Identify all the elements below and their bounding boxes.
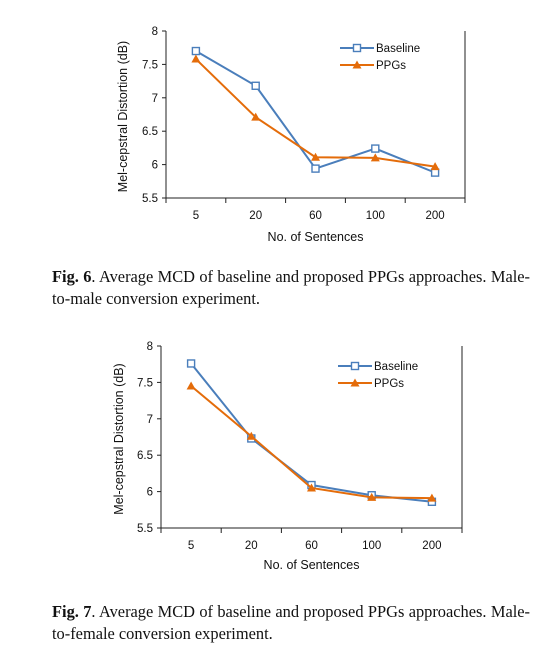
x-tick-label: 5 xyxy=(188,540,194,552)
legend: Baseline PPGs xyxy=(338,361,418,390)
legend-marker xyxy=(352,43,362,53)
data-point xyxy=(186,381,196,390)
legend-marker xyxy=(352,60,362,69)
y-tick-label: 8 xyxy=(152,26,158,38)
legend-label: Baseline xyxy=(374,361,418,373)
y-tick-label: 7.5 xyxy=(142,59,158,71)
chart-fig6: 8 7.5 7 6.5 6 5.5 5 20 60 100 200 No. of Sentences M… xyxy=(116,26,466,244)
legend-label: PPGs xyxy=(376,60,406,72)
data-point xyxy=(430,168,440,177)
series-ppgs xyxy=(186,381,437,502)
x-tick-label: 100 xyxy=(366,210,385,222)
caption-label: Fig. 6 xyxy=(52,267,92,286)
caption-text: . Average MCD of baseline and proposed P… xyxy=(52,602,530,643)
y-tick-label: 6 xyxy=(147,487,153,499)
data-point xyxy=(311,164,320,173)
legend-marker xyxy=(350,378,360,387)
y-tick-label: 7 xyxy=(147,414,153,426)
chart-fig7: 8 7.5 7 6.5 6 5.5 5 20 60 100 200 No. of Sentences M… xyxy=(112,341,463,572)
data-point xyxy=(307,483,316,492)
legend-label: Baseline xyxy=(376,43,420,55)
series-baseline xyxy=(191,46,440,177)
y-axis-title: Mel-cepstral Distortion (dB) xyxy=(112,363,126,514)
data-point xyxy=(186,359,196,368)
y-tick-label: 7 xyxy=(152,93,158,105)
data-point xyxy=(367,492,377,501)
caption-text: . Average MCD of baseline and proposed P… xyxy=(52,267,530,308)
x-tick-label: 20 xyxy=(245,540,258,552)
caption-label: Fig. 7 xyxy=(52,602,92,621)
x-axis-title: No. of Sentences xyxy=(268,230,364,244)
y-tick-label: 8 xyxy=(147,341,153,353)
data-point xyxy=(311,152,320,161)
x-tick-label: 200 xyxy=(422,540,441,552)
data-point xyxy=(191,54,201,63)
y-tick-label: 7.5 xyxy=(137,377,153,389)
y-tick-label: 5.5 xyxy=(142,193,158,205)
legend-marker xyxy=(350,361,360,371)
data-point xyxy=(427,493,437,502)
figure-caption-7: Fig. 7. Average MCD of baseline and prop… xyxy=(52,601,530,645)
data-point xyxy=(246,431,256,440)
data-point xyxy=(191,46,201,56)
data-point xyxy=(370,153,380,162)
legend: Baseline PPGs xyxy=(340,43,420,72)
data-point xyxy=(251,112,261,121)
series-line xyxy=(195,58,436,168)
legend-label: PPGs xyxy=(374,378,404,390)
data-point xyxy=(251,81,260,90)
x-tick-label: 20 xyxy=(249,210,262,222)
y-axis-title: Mel-cepstral Distortion (dB) xyxy=(116,41,130,192)
figure-caption-6: Fig. 6. Average MCD of baseline and prop… xyxy=(52,266,530,310)
data-point xyxy=(430,162,440,171)
y-tick-label: 6 xyxy=(152,160,158,172)
y-tick-label: 6.5 xyxy=(137,450,153,462)
series-ppgs xyxy=(191,54,440,171)
y-tick-label: 5.5 xyxy=(137,523,153,535)
y-tick-label: 6.5 xyxy=(142,126,158,138)
x-tick-label: 60 xyxy=(309,210,322,222)
x-tick-label: 200 xyxy=(426,210,445,222)
data-point xyxy=(371,144,380,153)
x-axis-title: No. of Sentences xyxy=(264,558,360,572)
x-tick-label: 60 xyxy=(305,540,318,552)
x-tick-label: 5 xyxy=(193,210,199,222)
x-tick-label: 100 xyxy=(362,540,381,552)
